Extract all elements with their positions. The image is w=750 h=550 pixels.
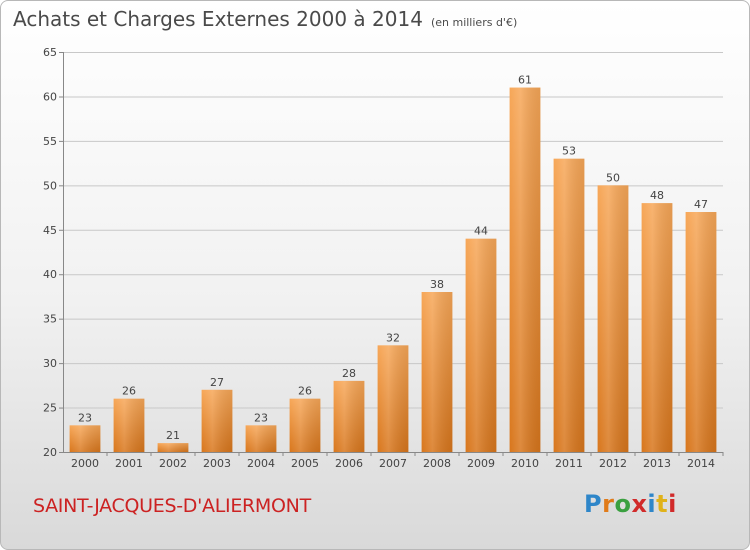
x-tick-label: 2005 <box>291 457 319 470</box>
value-label: 47 <box>694 198 708 211</box>
bar-shading <box>201 389 233 452</box>
y-tick-label: 45 <box>43 224 57 237</box>
x-tick-label: 2008 <box>423 457 451 470</box>
logo-letter: P <box>584 490 603 518</box>
bar-shading <box>289 398 321 452</box>
y-tick-label: 50 <box>43 179 57 192</box>
x-tick-label: 2010 <box>511 457 539 470</box>
value-label: 28 <box>342 367 356 380</box>
bar-shading <box>597 185 629 453</box>
x-tick-label: 2012 <box>599 457 627 470</box>
value-label: 61 <box>518 74 532 87</box>
bars <box>69 87 717 453</box>
bar-shading <box>509 87 541 453</box>
value-label: 27 <box>210 376 224 389</box>
proxiti-logo: Proxiti <box>584 490 677 518</box>
commune-name: SAINT-JACQUES-D'ALIERMONT <box>33 495 311 517</box>
bar-shading <box>685 212 717 452</box>
logo-letter: i <box>668 490 677 518</box>
chart-subtitle: (en milliers d'€) <box>430 16 518 29</box>
y-tick-label: 30 <box>43 357 57 370</box>
x-tick-label: 2006 <box>335 457 363 470</box>
value-label: 44 <box>474 225 488 238</box>
y-tick-label: 40 <box>43 268 57 281</box>
y-tick-label: 35 <box>43 313 57 326</box>
x-tick-label: 2003 <box>203 457 231 470</box>
y-tick-label: 60 <box>43 90 57 103</box>
bar-shading <box>377 345 409 452</box>
x-tick-label: 2002 <box>159 457 187 470</box>
logo-letter: x <box>631 490 648 518</box>
chart-title-text: Achats et Charges Externes 2000 à 2014 <box>13 7 423 31</box>
y-tick-label: 65 <box>43 46 57 59</box>
value-label: 26 <box>298 385 312 398</box>
x-tick-label: 2007 <box>379 457 407 470</box>
bar-shading <box>421 292 453 452</box>
value-labels: 23 26 21 27 23 26 28 32 38 44 61 53 50 48 47 <box>78 74 708 443</box>
value-label: 23 <box>78 411 92 424</box>
bar-shading <box>69 425 101 452</box>
x-tick-label: 2000 <box>71 457 99 470</box>
chart-title: Achats et Charges Externes 2000 à 2014 (e… <box>13 7 517 31</box>
logo-letter: i <box>647 490 657 518</box>
logo-letter: t <box>656 490 669 518</box>
y-tick-label: 20 <box>43 446 57 459</box>
value-label: 26 <box>122 385 136 398</box>
bar-shading <box>465 238 497 452</box>
bar-shading <box>553 158 585 452</box>
x-tick-label: 2009 <box>467 457 495 470</box>
y-tick-label: 55 <box>43 135 57 148</box>
value-label: 23 <box>254 411 268 424</box>
axes: 20 25 30 35 40 45 50 55 60 65 2000 2001 2002 2003 2004… <box>43 46 724 470</box>
x-tick-label: 2013 <box>643 457 671 470</box>
bar-shading <box>113 398 145 452</box>
bar-shading <box>333 380 365 452</box>
value-label: 21 <box>166 429 180 442</box>
x-tick-label: 2011 <box>555 457 583 470</box>
value-label: 50 <box>606 171 620 184</box>
value-label: 38 <box>430 278 444 291</box>
x-tick-label: 2014 <box>687 457 715 470</box>
bar-shading <box>641 203 673 452</box>
logo-letter: o <box>614 490 632 518</box>
value-label: 32 <box>386 331 400 344</box>
x-tick-label: 2004 <box>247 457 275 470</box>
value-label: 53 <box>562 145 576 158</box>
y-tick-label: 25 <box>43 402 57 415</box>
bar-shading <box>157 443 189 452</box>
bar-shading <box>245 425 277 452</box>
logo-letter: r <box>602 490 615 518</box>
value-label: 48 <box>650 189 664 202</box>
x-tick-label: 2001 <box>115 457 143 470</box>
